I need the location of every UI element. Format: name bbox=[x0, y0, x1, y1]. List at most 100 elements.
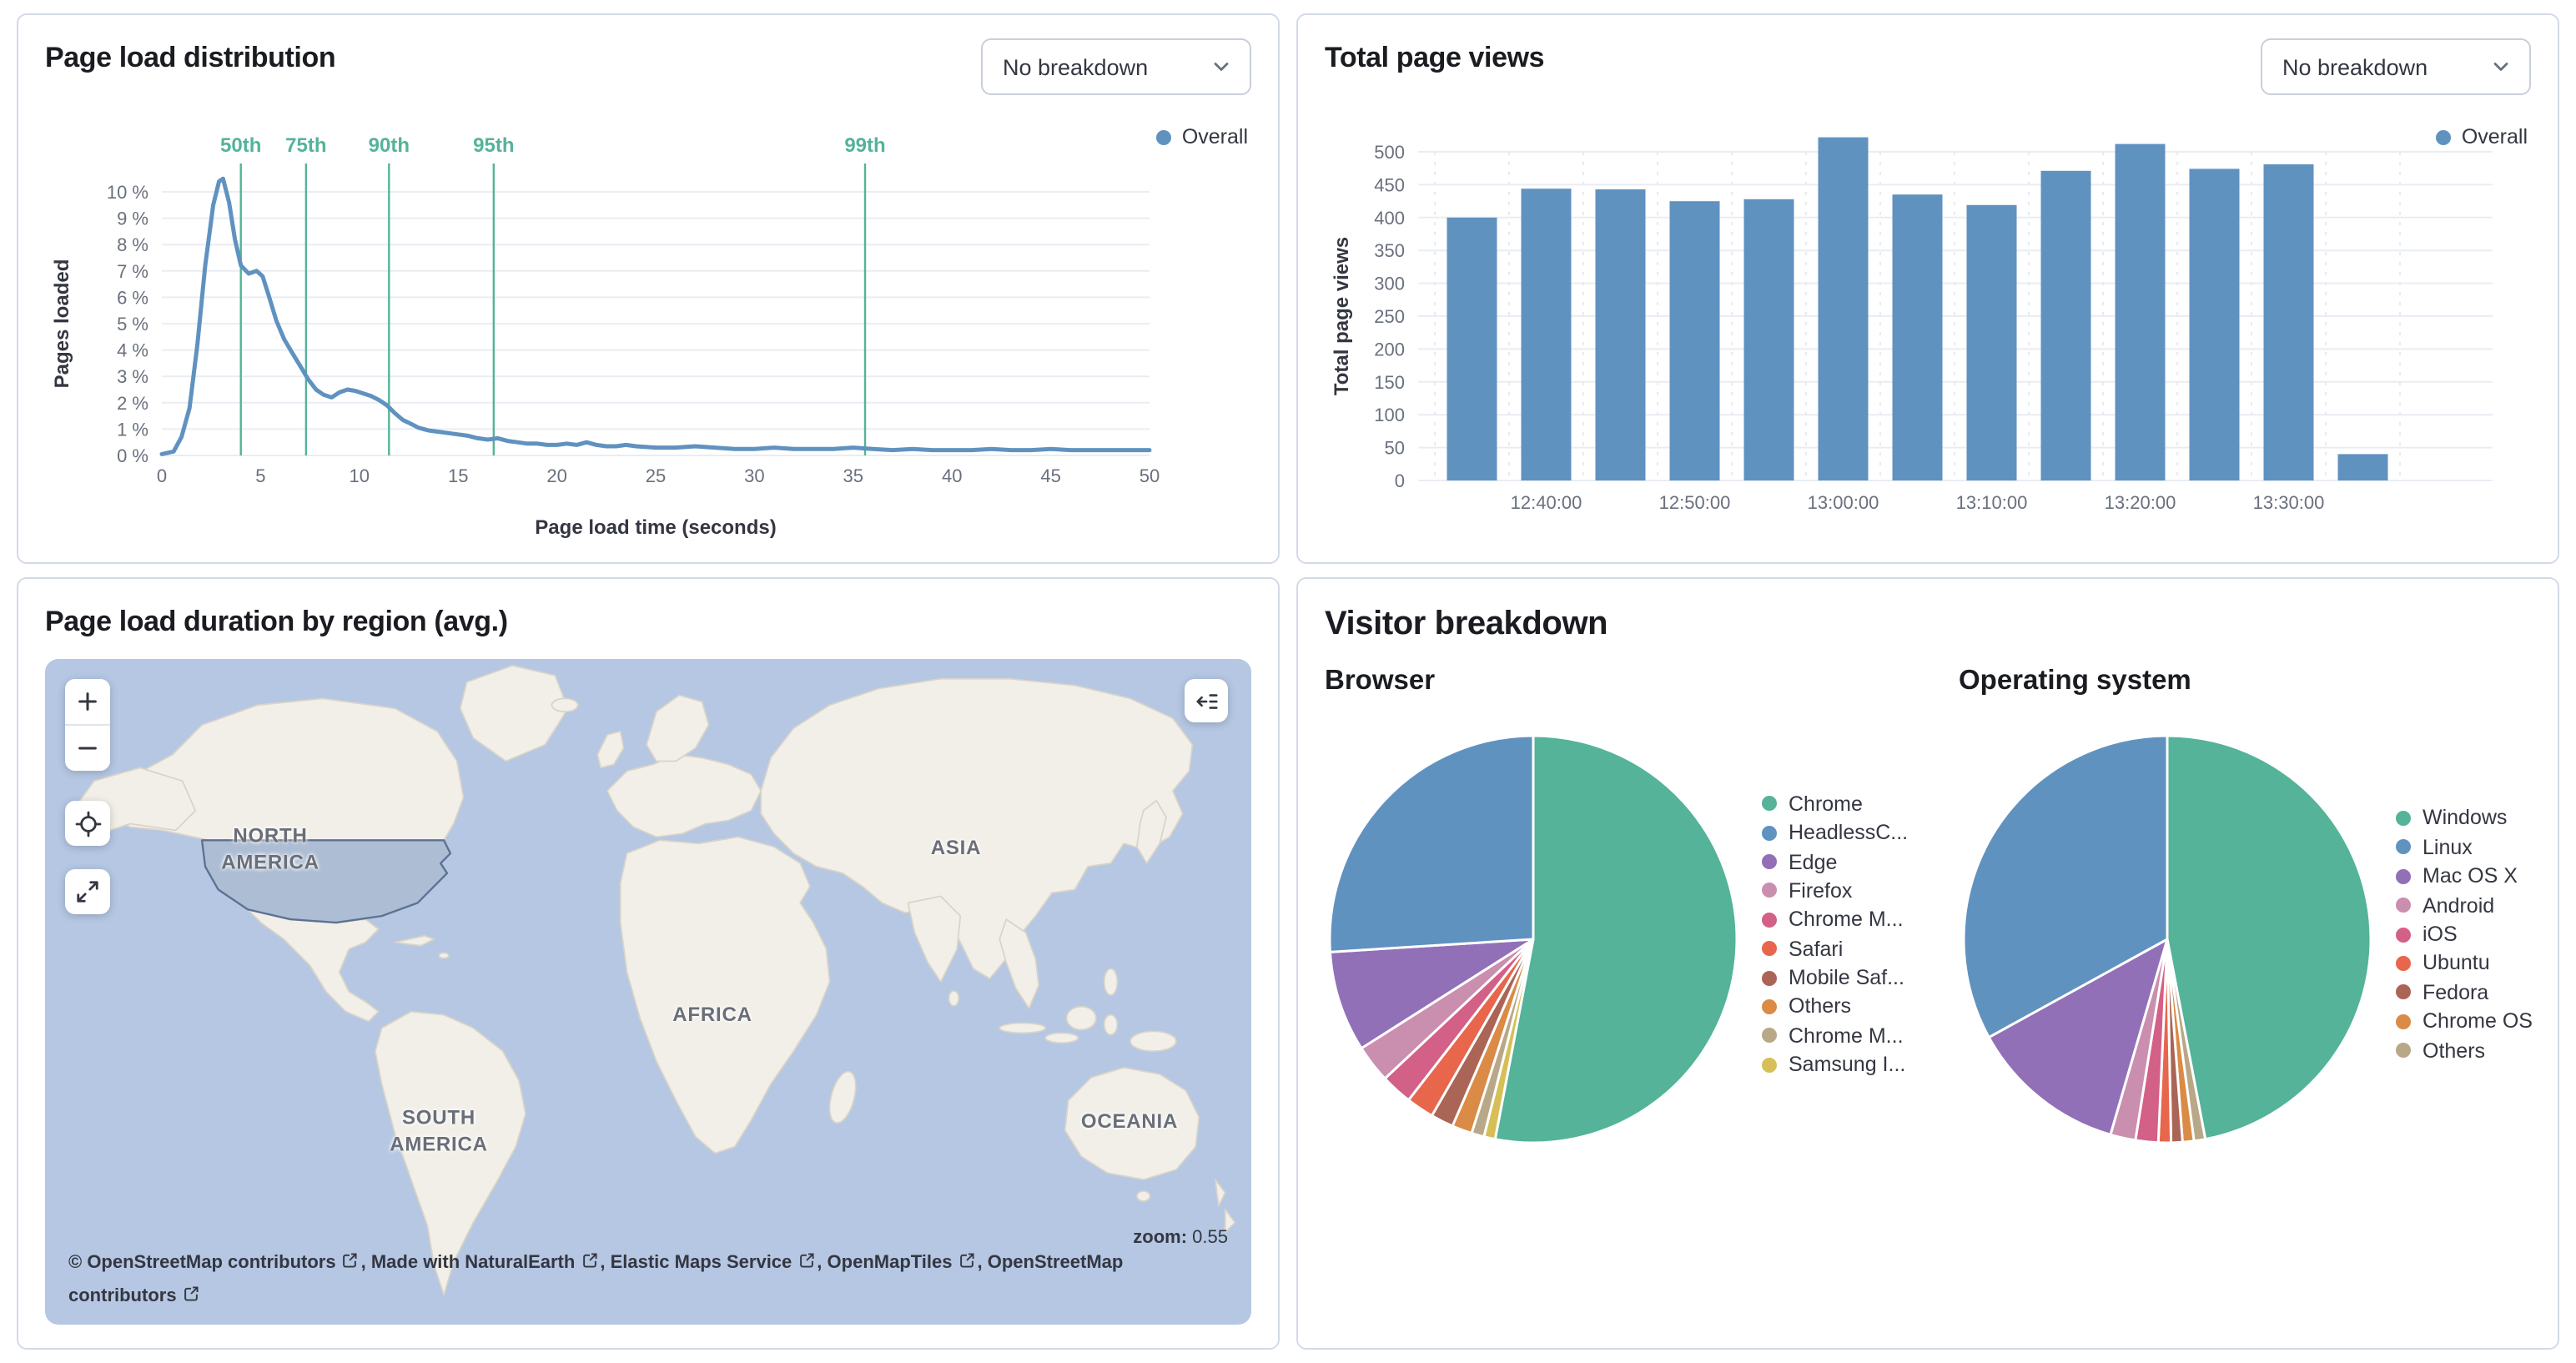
pie-legend-item[interactable]: Mobile Saf... bbox=[1762, 966, 1908, 989]
pie-legend-item[interactable]: Others bbox=[2396, 1039, 2533, 1062]
pie-slice-linux[interactable] bbox=[1962, 734, 2169, 1039]
legend-label: Others bbox=[2423, 1039, 2486, 1063]
pie-legend-item[interactable]: Windows bbox=[2396, 807, 2533, 830]
legend-label: iOS bbox=[2423, 923, 2458, 946]
svg-text:90th: 90th bbox=[369, 134, 410, 157]
legend-dot bbox=[1156, 129, 1172, 144]
external-link-icon[interactable] bbox=[177, 1286, 202, 1306]
legend-dot bbox=[2396, 898, 2411, 913]
chevron-down-icon bbox=[2493, 63, 2508, 71]
breakdown-select[interactable]: No breakdown bbox=[2261, 38, 2531, 95]
attribution-separator: , bbox=[600, 1253, 611, 1274]
pie-legend-item[interactable]: Fedora bbox=[2396, 981, 2533, 1004]
pie-legend-item[interactable]: Chrome OS bbox=[2396, 1009, 2533, 1033]
attribution-separator: , bbox=[360, 1253, 371, 1274]
legend-label: Fedora bbox=[2423, 980, 2489, 1004]
panel-page-load-duration-by-region: Page load duration by region (avg.) bbox=[17, 577, 1280, 1350]
external-link-icon[interactable] bbox=[953, 1254, 978, 1274]
zoom-out-button[interactable] bbox=[65, 724, 110, 771]
legend-label: Ubuntu bbox=[2423, 951, 2490, 975]
pie-legend-item[interactable]: Linux bbox=[2396, 836, 2533, 859]
region-united-states-highlight[interactable] bbox=[200, 839, 452, 924]
legend-label: Overall bbox=[1181, 125, 1248, 148]
pie-legend-item[interactable]: iOS bbox=[2396, 923, 2533, 946]
external-link-icon[interactable] bbox=[575, 1254, 600, 1274]
svg-text:13:20:00: 13:20:00 bbox=[2105, 492, 2176, 513]
visitor-breakdown-title: Visitor breakdown bbox=[1325, 606, 1608, 642]
os-pie-legend: Windows Linux Mac OS X Android iOS Ubuntu Fedo… bbox=[2396, 807, 2533, 1062]
overall-legend[interactable]: Overall bbox=[1156, 125, 1248, 148]
legend-label: Samsung I... bbox=[1789, 1053, 1906, 1077]
total-page-views-title: Total page views bbox=[1325, 42, 1545, 73]
map-attribution: © OpenStreetMap contributors, Made with … bbox=[68, 1249, 1201, 1315]
attribution-link[interactable]: OpenMapTiles bbox=[827, 1253, 953, 1274]
breakdown-select[interactable]: No breakdown bbox=[981, 38, 1251, 95]
external-link-icon[interactable] bbox=[792, 1254, 817, 1274]
attribution-link[interactable]: OpenStreetMap contributors bbox=[68, 1253, 1124, 1307]
svg-text:150: 150 bbox=[1374, 372, 1405, 393]
pie-legend-item[interactable]: Mac OS X bbox=[2396, 864, 2533, 888]
legend-dot bbox=[2436, 129, 2452, 144]
pie-legend-item[interactable]: Chrome M... bbox=[1762, 908, 1908, 932]
pie-legend-item[interactable]: Safari bbox=[1762, 937, 1908, 960]
legend-label: Chrome M... bbox=[1789, 1024, 1904, 1048]
pie-slice-windows[interactable] bbox=[2166, 734, 2372, 1141]
legend-dot bbox=[1762, 883, 1777, 898]
legend-label: HeadlessC... bbox=[1789, 821, 1909, 845]
pie-legend-item[interactable]: Chrome M... bbox=[1762, 1024, 1908, 1048]
legend-dot bbox=[2396, 927, 2411, 942]
legend-dot bbox=[2396, 839, 2411, 855]
os-pie-chart bbox=[1962, 734, 2372, 1144]
attribution-link[interactable]: © OpenStreetMap contributors bbox=[68, 1253, 336, 1274]
expand-map-button[interactable] bbox=[65, 869, 110, 914]
svg-text:9 %: 9 % bbox=[117, 209, 148, 229]
world-map[interactable] bbox=[45, 659, 1251, 1325]
pie-legend-item[interactable]: Firefox bbox=[1762, 879, 1908, 903]
legend-dot bbox=[2396, 1043, 2411, 1059]
pie-slice-chrome[interactable] bbox=[1493, 734, 1738, 1144]
svg-text:99th: 99th bbox=[844, 134, 885, 157]
svg-text:30: 30 bbox=[744, 465, 764, 486]
legend-label: Mobile Saf... bbox=[1789, 966, 1904, 990]
external-link-icon[interactable] bbox=[336, 1254, 361, 1274]
svg-text:13:00:00: 13:00:00 bbox=[1808, 492, 1879, 513]
pie-legend-item[interactable]: Ubuntu bbox=[2396, 952, 2533, 975]
pie-legend-item[interactable]: Android bbox=[2396, 893, 2533, 917]
legend-dot bbox=[2396, 810, 2411, 826]
zoom-in-button[interactable] bbox=[65, 679, 110, 724]
overall-legend[interactable]: Overall bbox=[2436, 125, 2528, 148]
svg-text:40: 40 bbox=[942, 465, 962, 486]
pie-legend-item[interactable]: Samsung I... bbox=[1762, 1054, 1908, 1077]
svg-text:0 %: 0 % bbox=[117, 445, 148, 466]
pie-legend-item[interactable]: Chrome bbox=[1762, 792, 1908, 815]
os-subtitle: Operating system bbox=[1959, 666, 2191, 696]
collapse-legend-button[interactable] bbox=[1185, 679, 1228, 722]
pie-legend-item[interactable]: Others bbox=[1762, 995, 1908, 1018]
pie-slice-mac-os-x[interactable] bbox=[1987, 938, 2169, 1136]
legend-label: Mac OS X bbox=[2423, 864, 2518, 888]
browser-pie-chart bbox=[1328, 734, 1738, 1144]
pie-slice-edge[interactable] bbox=[1328, 938, 1535, 1050]
svg-text:45: 45 bbox=[1040, 465, 1060, 486]
continents bbox=[67, 665, 1236, 1296]
page-load-distribution-chart: 0 % 1 % 2 % 3 % 4 % 5 % 6 % 7 % 8 % 9 % 10 % 0 5 10 15… bbox=[51, 134, 1160, 539]
svg-text:13:10:00: 13:10:00 bbox=[1956, 492, 2028, 513]
pie-legend-item[interactable]: HeadlessC... bbox=[1762, 821, 1908, 844]
fit-to-data-button[interactable] bbox=[65, 801, 110, 846]
svg-text:20: 20 bbox=[546, 465, 566, 486]
pie-legend-item[interactable]: Edge bbox=[1762, 850, 1908, 873]
attribution-link[interactable]: Made with NaturalEarth bbox=[370, 1253, 576, 1274]
svg-text:50: 50 bbox=[1385, 438, 1405, 459]
attribution-link[interactable]: Elastic Maps Service bbox=[610, 1253, 792, 1274]
legend-label: Linux bbox=[2423, 835, 2473, 859]
svg-text:50th: 50th bbox=[220, 134, 261, 157]
map-container[interactable]: NORTH AMERICA ASIA AFRICA SOUTH AMERICA … bbox=[45, 659, 1251, 1325]
collapse-legend-icon bbox=[1195, 693, 1217, 708]
svg-text:500: 500 bbox=[1374, 142, 1405, 163]
svg-text:300: 300 bbox=[1374, 274, 1405, 294]
svg-text:450: 450 bbox=[1374, 174, 1405, 195]
svg-text:3 %: 3 % bbox=[117, 366, 148, 387]
svg-text:100: 100 bbox=[1374, 405, 1405, 425]
pie-slice-headlessc-[interactable] bbox=[1328, 734, 1535, 953]
browser-pie-legend: Chrome HeadlessC... Edge Firefox Chrome M...… bbox=[1762, 792, 1908, 1077]
